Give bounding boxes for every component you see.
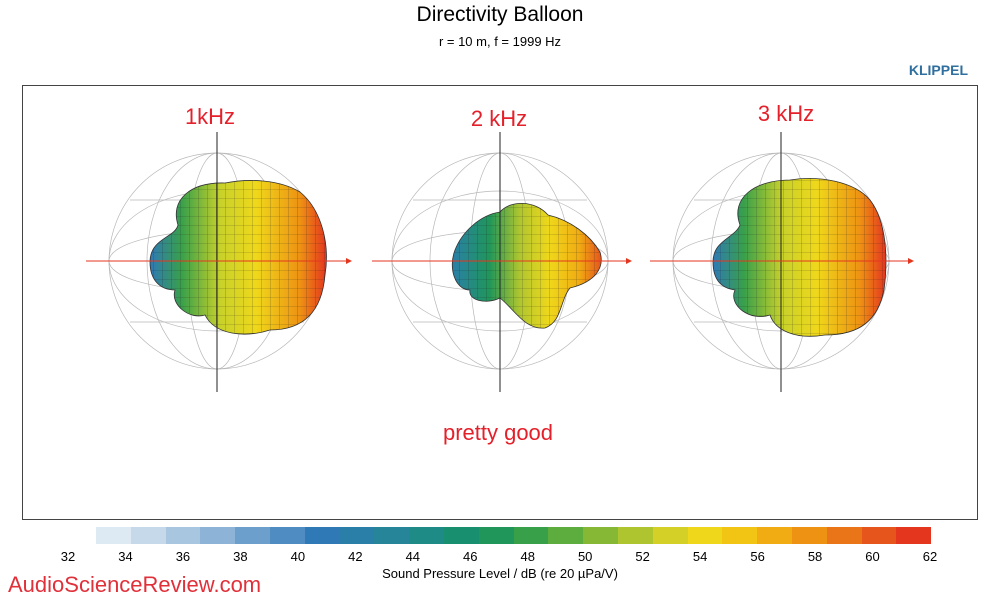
colorbar-tick-label: 58 [807,549,823,564]
colorbar-swatch [617,527,653,544]
colorbar-swatch [687,527,723,544]
plot-frame [22,85,978,520]
colorbar-swatch [269,527,305,544]
colorbar-swatch [652,527,688,544]
balloon-label: 2 kHz [471,106,527,131]
colorbar-tick-label: 34 [118,549,133,564]
colorbar-swatch [374,527,410,544]
colorbar-swatch [826,527,862,544]
balloon-1khz: 1kHz [86,104,352,392]
balloon-label: 1kHz [185,104,235,129]
chart-subtitle: r = 10 m, f = 1999 Hz [438,34,562,49]
colorbar-swatch [130,527,166,544]
balloon-label: 3 kHz [758,101,814,126]
colorbar-tick-label: 62 [922,549,938,564]
colorbar-tick-label: 54 [692,549,708,564]
balloon-mesh [452,203,602,329]
colorbar-swatch [96,527,131,544]
colorbar-label: Sound Pressure Level / dB (re 20 µPa/V) [382,566,618,581]
axis-arrow-icon [626,258,632,264]
colorbar-tick-label: 32 [60,549,76,564]
colorbar-tick-label: 60 [865,549,880,564]
colorbar-swatch [757,527,792,544]
colorbar-swatch [722,527,758,544]
chart-title: Directivity Balloon [416,3,584,26]
axis-arrow-icon [346,258,352,264]
colorbar-swatch [235,527,270,544]
colorbar [96,527,932,544]
colorbar-swatch [583,527,618,544]
balloon-3khz: 3 kHz [650,101,914,392]
brand-logo: KLIPPEL [908,62,968,78]
colorbar-swatch [304,527,340,544]
colorbar-tick-label: 44 [405,549,421,564]
colorbar-tick-label: 42 [348,549,363,564]
balloon-mesh [150,180,327,335]
colorbar-swatch [165,527,201,544]
colorbar-swatch [478,527,514,544]
colorbar-swatch [443,527,479,544]
colorbar-swatch [548,527,584,544]
colorbar-swatch [861,527,897,544]
colorbar-swatch [200,527,236,544]
colorbar-swatch [791,527,827,544]
balloon-2khz: 2 kHz [372,106,632,392]
axis-arrow-icon [908,258,914,264]
colorbar-tick-label: 56 [750,549,765,564]
colorbar-tick-label: 50 [577,549,593,564]
balloon-mesh [713,178,886,337]
colorbar-tick-label: 40 [290,549,306,564]
colorbar-tick-label: 46 [463,549,478,564]
annotation-text: pretty good [443,420,553,445]
colorbar-swatch [896,527,932,544]
colorbar-tick-label: 48 [520,549,535,564]
colorbar-ticks: 32 34 36 38 40 42 44 46 48 50 52 54 56 58 60 62 [0,549,1000,565]
colorbar-tick-label: 36 [175,549,191,564]
colorbar-swatch [409,527,444,544]
colorbar-tick-label: 52 [635,549,650,564]
colorbar-swatch [339,527,375,544]
colorbar-swatch [513,527,549,544]
watermark: AudioScienceReview.com [8,572,262,597]
colorbar-tick-label: 38 [233,549,248,564]
